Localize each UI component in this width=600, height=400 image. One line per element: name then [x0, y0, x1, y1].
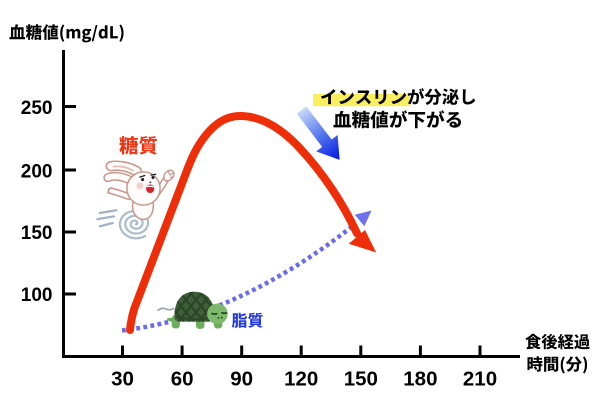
- svg-text:200: 200: [21, 161, 53, 182]
- svg-text:120: 120: [284, 367, 318, 390]
- svg-text:90: 90: [230, 367, 253, 390]
- svg-text:100: 100: [21, 285, 53, 306]
- svg-text:150: 150: [344, 367, 378, 390]
- svg-text:30: 30: [111, 367, 134, 390]
- svg-text:60: 60: [171, 367, 194, 390]
- svg-text:150: 150: [21, 223, 53, 244]
- svg-text:250: 250: [21, 98, 53, 119]
- svg-text:210: 210: [463, 367, 497, 390]
- svg-text:180: 180: [403, 367, 437, 390]
